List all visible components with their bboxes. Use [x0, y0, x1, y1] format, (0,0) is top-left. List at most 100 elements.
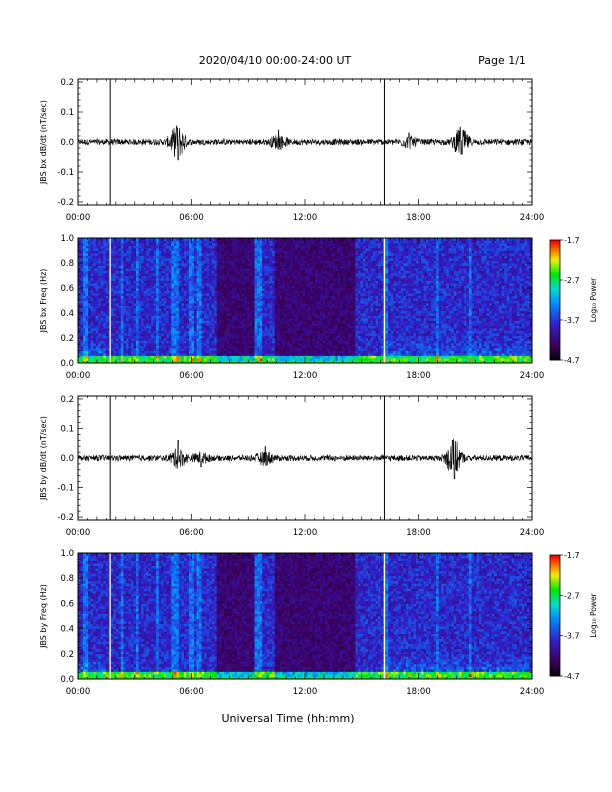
spectrogram-cell [98, 265, 102, 269]
spectrogram-cell [241, 290, 245, 294]
spectrogram-cell [299, 258, 303, 261]
spectrogram-cell [146, 328, 150, 331]
spectrogram-cell [141, 240, 144, 244]
spectrogram-cell [80, 240, 84, 244]
spectrogram-cell [85, 238, 89, 241]
spectrogram-cell [173, 343, 177, 346]
spectrogram-cell [123, 265, 127, 269]
spectrogram-cell [156, 335, 160, 339]
spectrogram-cell [103, 275, 107, 279]
spectrogram-cell [231, 345, 235, 349]
spectrogram-cell [133, 350, 137, 354]
spectrogram-cell [90, 308, 94, 311]
spectrogram-cell [85, 255, 89, 259]
spectrogram-cell [194, 243, 197, 246]
spectrogram-cell [143, 338, 147, 341]
spectrogram-cell [267, 338, 271, 341]
spectrogram-cell [171, 353, 175, 356]
spectrogram-cell [128, 253, 132, 256]
spectrogram-cell [148, 243, 152, 246]
spectrogram-cell [267, 315, 271, 319]
spectrogram-cell [85, 275, 89, 279]
spectrogram-cell [138, 245, 142, 249]
spectrogram-cell [224, 240, 228, 244]
spectrogram-cell [173, 303, 177, 306]
spectrogram-cell [98, 238, 102, 241]
spectrogram-cell [199, 290, 202, 294]
spectrogram-cell [246, 290, 250, 294]
spectrogram-cell [269, 305, 273, 309]
spectrogram-cell [153, 328, 157, 331]
spectrogram-cell [171, 275, 175, 279]
spectrogram-cell [123, 300, 127, 304]
spectrogram-cell [279, 333, 283, 336]
spectrogram-cell [272, 300, 276, 304]
spectrogram-cell [161, 260, 165, 264]
spectrogram-cell [284, 353, 288, 356]
spectrogram-cell [183, 285, 187, 289]
spectrogram-cell [80, 285, 84, 289]
spectrogram-cell [143, 245, 147, 249]
spectrogram-cell [143, 263, 147, 266]
spectrogram-cell [246, 240, 250, 244]
spectrogram-cell [166, 330, 170, 334]
spectrogram-cell [284, 330, 288, 334]
spectrogram-cell [204, 278, 208, 281]
spectrogram-cell [176, 238, 180, 241]
spectrogram-cell [219, 310, 223, 314]
spectrogram-cell [239, 333, 243, 336]
spectrogram-cell [279, 345, 283, 349]
spectrogram-cell [158, 263, 162, 266]
spectrogram-cell [274, 263, 278, 266]
spectrogram-cell [83, 290, 86, 294]
spectrogram-cell [315, 340, 319, 344]
spectrogram-cell [133, 288, 137, 291]
spectrogram-cell [196, 335, 200, 339]
spectrogram-cell [115, 358, 119, 361]
spectrogram-cell [307, 358, 311, 361]
spectrogram-cell [204, 338, 208, 341]
spectrogram-cell [143, 308, 147, 311]
spectrogram-cell [186, 310, 190, 314]
spectrogram-cell [239, 300, 243, 304]
spectrogram-cell [229, 290, 233, 294]
spectrogram-cell [272, 320, 276, 324]
spectrogram-cell [317, 340, 321, 344]
spectrogram-cell [98, 333, 102, 336]
spectrogram-cell [153, 308, 157, 311]
spectrogram-cell [158, 250, 162, 254]
spectrogram-cell [141, 340, 144, 344]
spectrogram-cell [201, 245, 205, 249]
spectrogram-cell [178, 313, 182, 316]
spectrogram-cell [183, 340, 187, 344]
spectrogram-cell [219, 320, 223, 324]
spectrogram-cell [221, 293, 225, 296]
spectrogram-cell [199, 263, 202, 266]
spectrogram-cell [191, 313, 195, 316]
spectrogram-cell [307, 343, 311, 346]
spectrogram-cell [305, 238, 308, 241]
spectrogram-cell [123, 313, 127, 316]
spectrogram-cell [80, 263, 84, 266]
spectrogram-cell [83, 263, 86, 266]
spectrogram-cell [141, 320, 144, 324]
spectrogram-cell [299, 310, 303, 314]
spectrogram-cell [272, 243, 276, 246]
spectrogram-cell [284, 325, 288, 329]
spectrogram-cell [93, 258, 97, 261]
spectrogram-cell [196, 243, 200, 246]
spectrogram-cell [161, 238, 165, 241]
spectrogram-cell [236, 303, 240, 306]
spectrogram-cell [85, 348, 89, 351]
spectrogram-cell [269, 285, 273, 289]
spectrogram-cell [211, 343, 215, 346]
spectrogram-cell [173, 263, 177, 266]
spectrogram-cell [267, 278, 271, 281]
spectrogram-cell [130, 343, 134, 346]
spectrogram-cell [110, 250, 114, 254]
spectrogram-cell [143, 310, 147, 314]
spectrogram-cell [110, 258, 114, 261]
spectrogram-cell [95, 318, 99, 321]
spectrogram-cell [236, 353, 240, 356]
spectrogram-cell [93, 245, 97, 249]
